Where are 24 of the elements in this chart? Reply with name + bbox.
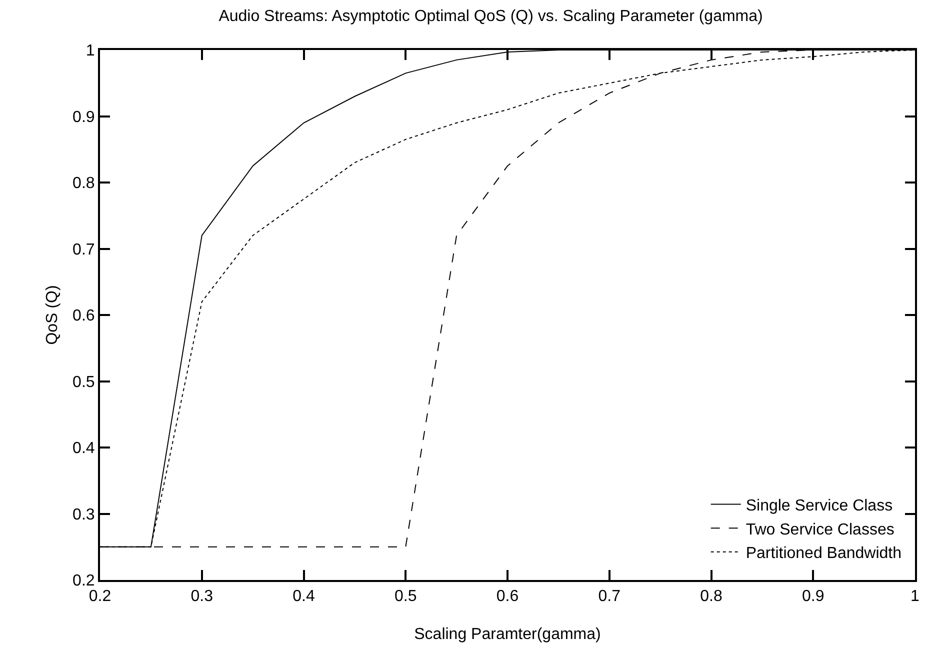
x-tick-label: 0.9 bbox=[802, 588, 824, 606]
y-tick-label: 0.2 bbox=[72, 572, 95, 590]
x-tick-label: 1 bbox=[910, 588, 920, 606]
y-tick-label: 0.3 bbox=[72, 506, 95, 524]
y-axis-title: QoS (Q) bbox=[44, 285, 61, 345]
x-tick-label: 0.5 bbox=[394, 588, 417, 606]
x-tick-label: 0.2 bbox=[88, 588, 112, 606]
x-tick-label: 0.6 bbox=[496, 588, 519, 606]
y-tick-label: 0.9 bbox=[72, 108, 95, 126]
y-tick-label: 1 bbox=[86, 42, 95, 60]
legend-label: Two Service Classes bbox=[746, 521, 894, 538]
y-tick-label: 0.4 bbox=[72, 440, 95, 458]
x-tick-label: 0.7 bbox=[598, 588, 621, 606]
x-tick-label: 0.3 bbox=[190, 588, 214, 606]
x-tick-label: 0.8 bbox=[700, 588, 722, 606]
chart-title: Audio Streams: Asymptotic Optimal QoS (Q) vs. Scaling Parameter (gamma) bbox=[218, 8, 763, 26]
y-tick-label: 0.5 bbox=[72, 374, 95, 391]
y-tick-label: 0.6 bbox=[72, 308, 95, 325]
legend-label: Single Service Class bbox=[746, 498, 893, 515]
x-axis-title: Scaling Paramter(gamma) bbox=[414, 626, 601, 643]
legend-label: Partitioned Bandwidth bbox=[746, 545, 902, 562]
y-tick-label: 0.8 bbox=[72, 175, 95, 192]
x-tick-label: 0.4 bbox=[292, 588, 315, 606]
y-tick-label: 0.7 bbox=[72, 241, 95, 258]
